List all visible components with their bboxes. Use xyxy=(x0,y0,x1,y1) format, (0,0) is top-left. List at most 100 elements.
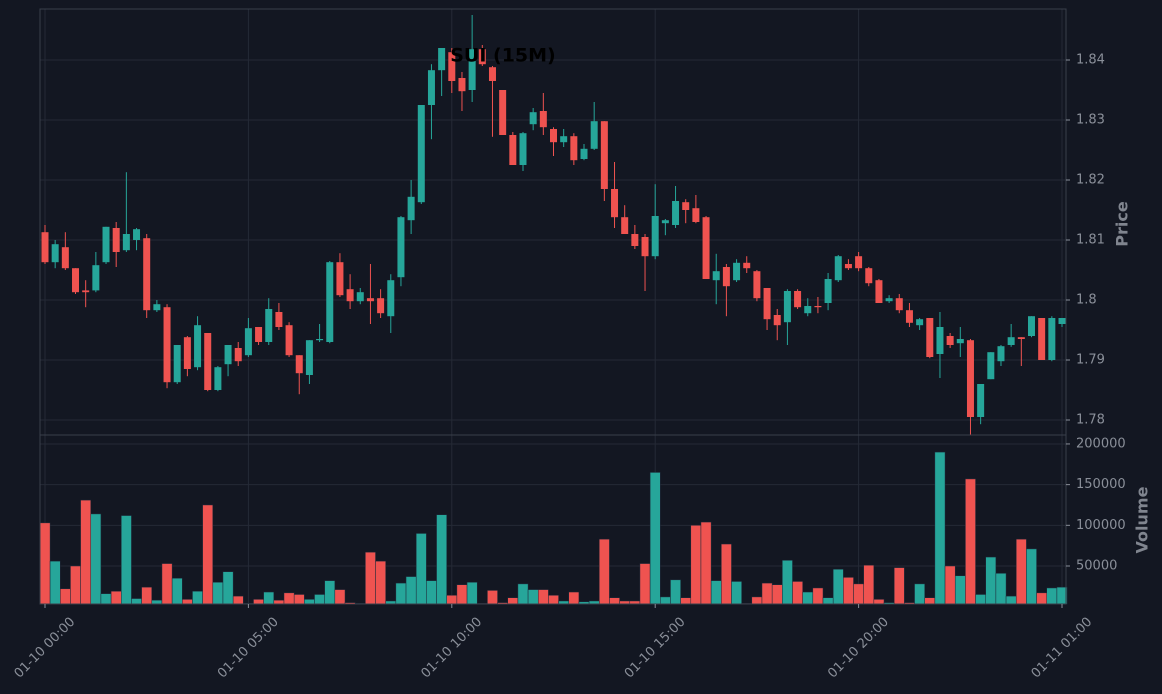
volume-bar xyxy=(466,582,478,605)
candle-body xyxy=(478,49,486,65)
candle-body xyxy=(41,232,49,263)
volume-bar xyxy=(893,567,905,605)
volume-bar xyxy=(761,582,773,605)
volume-bar xyxy=(670,579,681,605)
y-tick-label: 1.81 xyxy=(1076,233,1105,248)
volume-bar xyxy=(283,592,295,605)
volume-panel-frame xyxy=(39,434,1067,605)
y-tick-label: 1.8 xyxy=(1076,293,1097,308)
volume-bar xyxy=(832,569,844,605)
candle-body xyxy=(580,148,588,159)
volume-bar xyxy=(873,599,885,605)
candle-body xyxy=(488,67,496,81)
volume-bar xyxy=(639,563,651,605)
volume-bar xyxy=(721,543,732,605)
candle-body xyxy=(122,234,130,251)
volume-bar xyxy=(456,584,468,605)
volume-bar xyxy=(39,522,51,605)
volume-bar xyxy=(975,594,986,605)
candle-body xyxy=(133,229,141,240)
candle-body xyxy=(834,256,842,281)
y2-axis-label: Volume xyxy=(1133,486,1152,553)
y-tick-label: 1.79 xyxy=(1076,353,1105,368)
candle-body xyxy=(519,133,527,165)
candle-body xyxy=(438,48,446,71)
volume-bar xyxy=(70,565,81,605)
candle-body xyxy=(539,111,547,128)
chart-title: SUI (15M) xyxy=(450,45,556,67)
volume-bar xyxy=(995,573,1007,605)
candle-body xyxy=(82,290,90,293)
candle-body xyxy=(1038,318,1046,360)
volume-bar xyxy=(1046,587,1058,605)
volume-bar xyxy=(405,576,417,605)
volume-bar xyxy=(365,551,376,605)
candle-body xyxy=(987,352,995,380)
candle-body xyxy=(641,237,649,257)
volume-bar xyxy=(90,513,102,605)
candle-body xyxy=(194,325,202,368)
volume-bar xyxy=(222,571,234,605)
candle-body xyxy=(712,271,720,281)
candle-body xyxy=(72,268,80,293)
volume-bar xyxy=(212,582,224,605)
y2-tick-label: 100000 xyxy=(1076,518,1126,533)
volume-bar xyxy=(944,565,956,605)
candle-body xyxy=(143,238,151,311)
volume-bar xyxy=(680,597,692,605)
candle-body xyxy=(661,220,669,224)
candle-body xyxy=(1017,337,1025,339)
volume-bar xyxy=(568,591,580,605)
candle-body xyxy=(275,312,283,327)
candle-body xyxy=(773,315,781,326)
volume-bar xyxy=(660,596,671,605)
volume-bar xyxy=(375,560,386,605)
candle-body xyxy=(61,247,69,269)
volume-bar xyxy=(792,581,803,605)
candle-body xyxy=(814,306,822,308)
candle-body xyxy=(224,345,232,365)
candle-body xyxy=(295,355,303,374)
volume-bar xyxy=(110,590,122,605)
volume-bar xyxy=(1026,548,1037,605)
candle-body xyxy=(743,262,751,269)
candle-body xyxy=(916,319,924,326)
candle-body xyxy=(946,336,954,345)
candle-body xyxy=(560,136,568,143)
volume-bar xyxy=(812,587,824,605)
volume-bar xyxy=(324,580,336,605)
volume-bar xyxy=(334,589,346,605)
candle-body xyxy=(682,202,690,210)
x-tick-label: 01-10 05:00 xyxy=(215,615,282,682)
volume-bar xyxy=(151,599,163,605)
candle-body xyxy=(590,121,598,149)
candle-body xyxy=(163,307,171,383)
volume-bar xyxy=(822,597,834,605)
volume-bar xyxy=(314,594,325,605)
y-tick-label: 1.83 xyxy=(1076,113,1105,128)
volume-bar xyxy=(649,472,661,605)
y2-tick-label: 150000 xyxy=(1076,477,1126,492)
volume-bar xyxy=(1005,595,1017,605)
candle-body xyxy=(651,216,659,257)
candle-body xyxy=(865,268,873,284)
volume-bar xyxy=(436,514,447,605)
volume-bar xyxy=(954,575,966,605)
candle-body xyxy=(529,112,537,125)
volume-bar xyxy=(710,580,722,605)
volume-bar xyxy=(853,583,864,605)
volume-bar xyxy=(527,589,539,605)
volume-bar xyxy=(924,597,936,605)
candle-body xyxy=(895,298,903,311)
candle-body xyxy=(417,105,425,203)
candle-body xyxy=(336,262,344,296)
candle-body xyxy=(427,70,435,105)
candle-body xyxy=(550,129,557,143)
candle-body xyxy=(977,384,985,417)
y-tick-label: 1.82 xyxy=(1076,173,1105,188)
candle-body xyxy=(204,333,212,390)
y-tick-label: 1.78 xyxy=(1076,413,1105,428)
volume-bar xyxy=(121,515,132,605)
volume-bar xyxy=(843,577,854,605)
